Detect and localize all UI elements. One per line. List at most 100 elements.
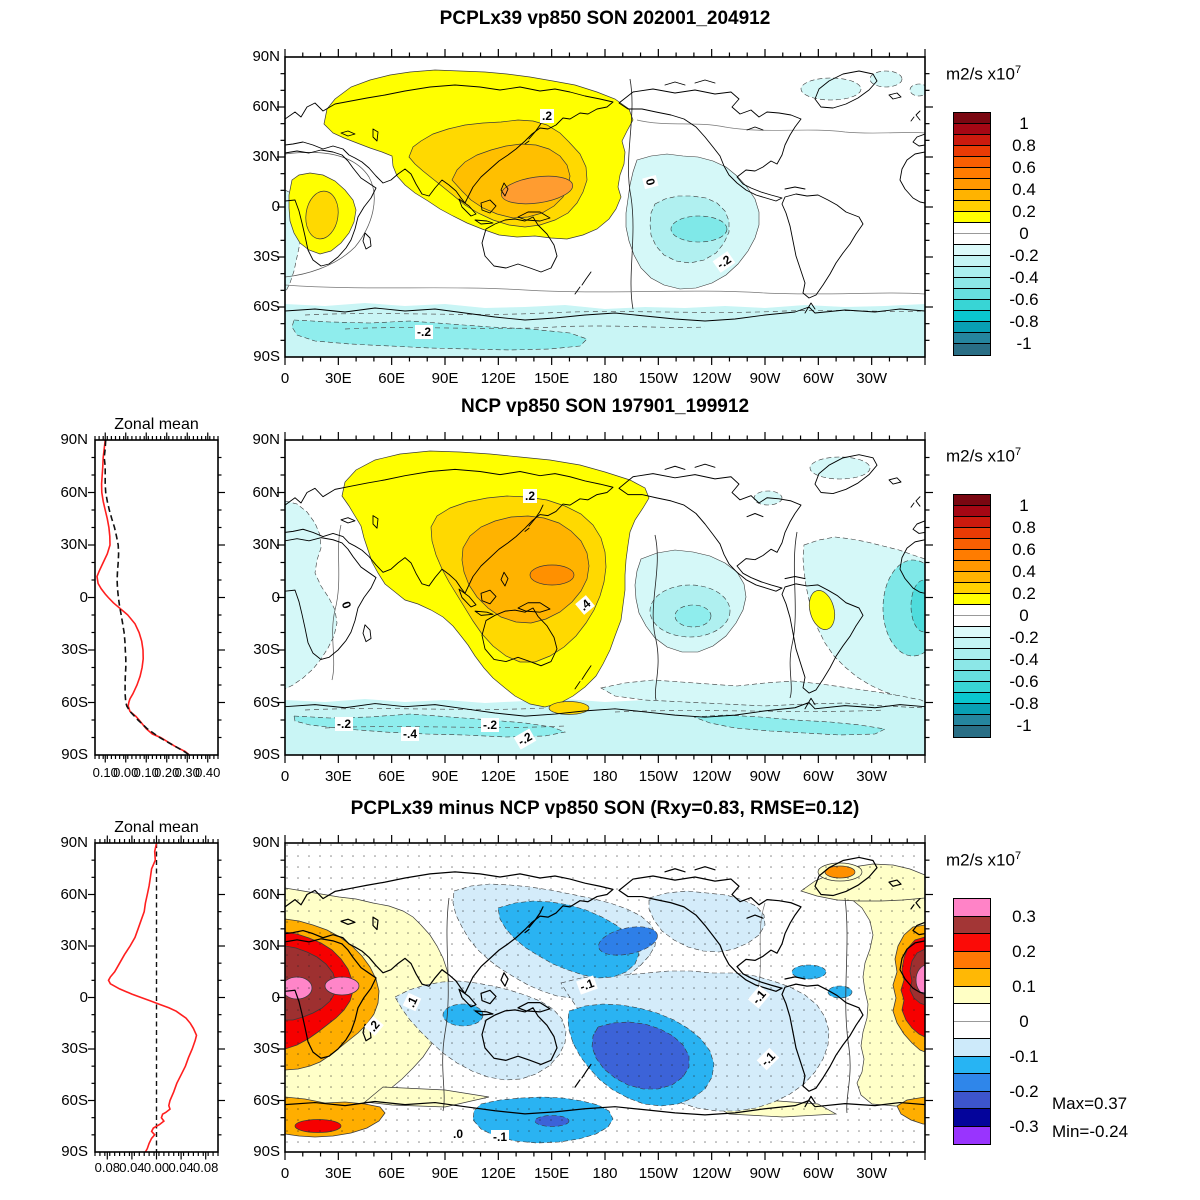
- lon-tick-label: 150W: [638, 370, 678, 387]
- zonal-x-tick-label: 0.20: [154, 765, 180, 780]
- lon-tick-label: 90W: [749, 370, 781, 387]
- panel1-title: PCPLx39 vp850 SON 202001_204912: [439, 8, 771, 29]
- lat-tick-label: 90S: [253, 348, 280, 365]
- lon-tick-label: 150W: [638, 1165, 678, 1182]
- zonal-lat-tick-label: 60S: [61, 693, 88, 711]
- colorbar-cell: [954, 934, 990, 952]
- lon-tick-label: 30W: [856, 768, 888, 785]
- contour-label: -.2: [481, 718, 500, 732]
- colorbar-cell: [954, 638, 990, 649]
- contour-label: .0: [451, 1127, 466, 1141]
- colorbar-tick-label: 0.4: [1012, 562, 1036, 581]
- lon-tick-label: 60W: [802, 1165, 834, 1182]
- lon-tick-label: 120E: [480, 370, 516, 387]
- lon-tick-label: 30E: [324, 768, 352, 785]
- colorbar-tick-label: -0.1: [1009, 1046, 1039, 1066]
- colorbar-cell: [954, 1126, 990, 1144]
- colorbar-cell: [954, 495, 990, 506]
- colorbar-cell: [954, 1074, 990, 1092]
- colorbar-cell: [954, 179, 990, 190]
- colorbar-cell: [954, 682, 990, 693]
- colorbar-cell: [954, 916, 990, 934]
- colorbar-cell: [954, 322, 990, 333]
- colorbar-cell: [954, 1021, 990, 1039]
- colorbar2-title-text: m2/s x10: [946, 446, 1015, 466]
- lon-tick-label: 30E: [324, 1165, 352, 1182]
- zonal-lat-tick-label: 0: [79, 988, 88, 1006]
- lon-tick-label: 150W: [638, 768, 678, 785]
- contour-label: .2: [540, 109, 555, 123]
- colorbar-tick-label: -0.2: [1009, 628, 1039, 647]
- lat-tick-label: 30S: [253, 1040, 280, 1057]
- zonal-curve-red_solid: [96, 439, 190, 756]
- lat-tick-label: 30N: [252, 148, 280, 165]
- colorbar-tick-label: 0.1: [1012, 976, 1036, 996]
- colorbar-cell: [954, 726, 990, 737]
- colorbar-cell: [954, 333, 990, 344]
- zonal-lat-tick-label: 30S: [61, 641, 88, 658]
- lon-tick-label: 180: [592, 768, 618, 785]
- colorbar-cell: [954, 605, 990, 616]
- colorbar-cell: [954, 157, 990, 168]
- colorbar-cell: [954, 168, 990, 179]
- colorbar-cell: [954, 539, 990, 550]
- colorbar3-title-exp: 7: [1014, 850, 1022, 862]
- lon-tick-label: 60E: [378, 1165, 405, 1182]
- lon-tick-label: 150E: [534, 768, 570, 785]
- lon-tick-label: 90W: [749, 768, 781, 785]
- lat-tick-label: 90N: [252, 48, 280, 65]
- colorbar-cell: [954, 124, 990, 135]
- lon-tick-label: 30E: [324, 370, 352, 387]
- colorbar-cell: [954, 561, 990, 572]
- lon-tick-label: 60W: [802, 370, 834, 387]
- colorbar-tick-label: -0.3: [1009, 1116, 1039, 1136]
- lat-tick-label: 30N: [252, 536, 280, 553]
- zonal-x-tick-label: 0.04: [168, 1160, 194, 1175]
- zonal-x-tick-label: 0.00: [113, 765, 139, 780]
- lat-tick-label: 90N: [252, 431, 280, 448]
- colorbar-tick-label: 0.2: [1012, 941, 1036, 961]
- colorbar1-title-text: m2/s x10: [946, 64, 1015, 84]
- panel2-zonal-title: Zonal mean: [114, 416, 199, 433]
- colorbar-tick-label: 0.2: [1012, 584, 1036, 603]
- stat-min: Min=-0.24: [1052, 1122, 1129, 1141]
- zonal-curve-black_dashed: [103, 439, 190, 756]
- lon-tick-label: 120E: [480, 1165, 516, 1182]
- lat-tick-label: 60N: [252, 885, 280, 903]
- contour-label: -.2: [335, 717, 354, 731]
- colorbar2-title-exp: 7: [1014, 446, 1022, 458]
- lon-tick-label: 60E: [378, 768, 405, 785]
- colorbar-tick-label: 1: [1019, 496, 1029, 515]
- zonal-x-tick-label: 0.00: [143, 1160, 170, 1175]
- zonal-x-tick-label: 0.10: [92, 765, 118, 780]
- colorbar-tick-label: -0.6: [1009, 672, 1039, 691]
- stat-max: Max=0.37: [1052, 1094, 1128, 1113]
- colorbar-cell: [954, 627, 990, 638]
- contour-label: -.4: [401, 727, 420, 741]
- zonal-lat-tick-label: 60S: [61, 1091, 88, 1109]
- lat-tick-label: 30N: [252, 937, 280, 954]
- colorbar-tick-label: -0.4: [1009, 650, 1039, 669]
- lat-tick-label: 90S: [253, 746, 280, 763]
- colorbar-cell: [954, 517, 990, 528]
- colorbar-cell: [954, 300, 990, 311]
- colorbar-tick-label: 0: [1019, 606, 1029, 625]
- colorbar-tick-label: 0.2: [1012, 202, 1036, 221]
- colorbar-cell: [954, 245, 990, 256]
- lon-tick-label: 90E: [431, 1165, 459, 1182]
- colorbar-cell: [954, 649, 990, 660]
- colorbar-tick-label: -0.4: [1009, 268, 1039, 287]
- lat-tick-label: 60S: [253, 298, 280, 315]
- zonal-lat-tick-label: 90S: [61, 746, 88, 763]
- colorbar-cell: [954, 190, 990, 201]
- colorbar-cell: [954, 899, 990, 917]
- colorbar-1: [953, 112, 991, 356]
- colorbar-cell: [954, 572, 990, 583]
- map1-canvas: [285, 69, 925, 357]
- lon-tick-label: 120W: [692, 370, 732, 387]
- colorbar-tick-label: 0.4: [1012, 180, 1036, 199]
- zonal-lat-tick-label: 30N: [60, 937, 88, 954]
- lon-tick-label: 120W: [692, 768, 732, 785]
- lon-tick-label: 90E: [431, 768, 459, 785]
